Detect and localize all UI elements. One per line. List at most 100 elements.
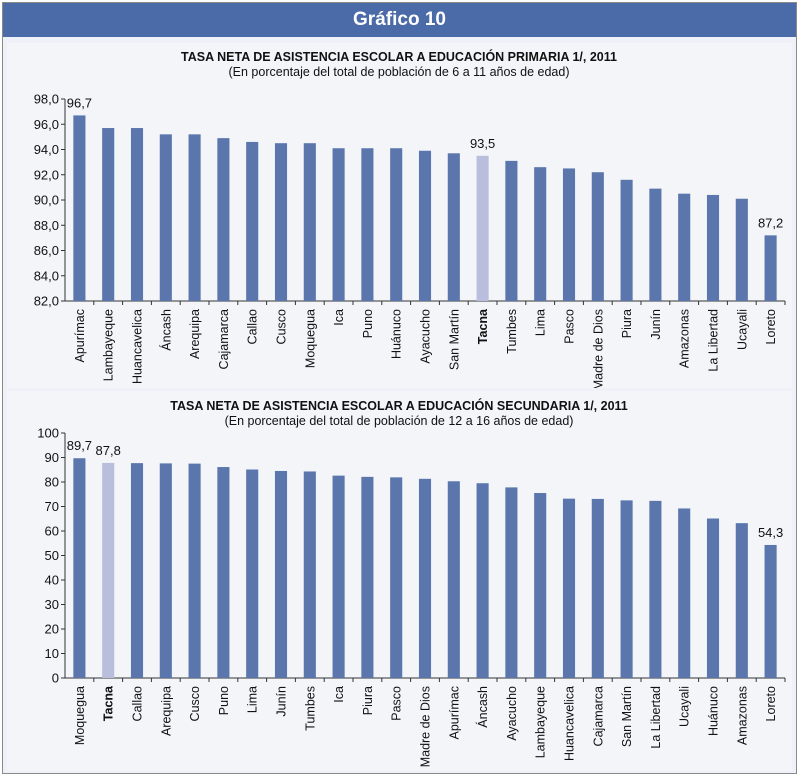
category-label: Puno xyxy=(217,686,231,715)
bar xyxy=(217,467,230,678)
bar xyxy=(390,477,403,678)
bar xyxy=(418,478,432,678)
bar xyxy=(188,134,201,301)
y-tick-label: 86,0 xyxy=(34,243,59,258)
bar xyxy=(159,134,172,301)
category-label: Cusco xyxy=(275,309,289,344)
bar xyxy=(706,518,720,678)
bar xyxy=(73,458,86,678)
category-label: Apurímac xyxy=(73,309,87,363)
data-label: 96,7 xyxy=(67,95,92,110)
y-tick-label: 50 xyxy=(45,548,59,563)
bar xyxy=(476,483,489,678)
category-label: Loreto xyxy=(764,686,778,721)
bar xyxy=(274,143,288,301)
category-label: Moquegua xyxy=(73,686,87,745)
y-tick-label: 82,0 xyxy=(34,294,59,309)
bar xyxy=(159,463,172,678)
category-label: Lambayeque xyxy=(102,309,116,381)
category-label: Junín xyxy=(649,309,663,340)
y-tick-label: 40 xyxy=(45,573,59,588)
category-label: Loreto xyxy=(764,309,778,344)
bar xyxy=(649,500,662,678)
bar xyxy=(764,235,777,301)
y-tick-label: 96,0 xyxy=(34,117,59,132)
category-label: Áncash xyxy=(475,686,490,728)
category-label: Lambayeque xyxy=(534,686,548,758)
bar xyxy=(217,138,230,301)
chart-title: TASA NETA DE ASISTENCIA ESCOLAR A EDUCAC… xyxy=(170,398,628,413)
bar xyxy=(562,498,576,678)
category-label: San Martín xyxy=(447,309,461,370)
bar xyxy=(447,153,460,301)
category-label: Amazonas xyxy=(735,686,749,745)
category-label: Pasco xyxy=(563,309,577,344)
category-label: Apurímac xyxy=(447,686,461,740)
chart-title: TASA NETA DE ASISTENCIA ESCOLAR A EDUCAC… xyxy=(181,49,617,64)
category-label: Cusco xyxy=(188,686,202,721)
category-label: Lima xyxy=(246,686,260,713)
bar xyxy=(476,155,489,301)
y-tick-label: 100 xyxy=(37,426,59,441)
bar xyxy=(361,148,374,301)
secondary-chart-panel: TASA NETA DE ASISTENCIA ESCOLAR A EDUCAC… xyxy=(7,391,792,771)
category-label: Huánuco xyxy=(707,686,721,736)
bar xyxy=(130,463,144,678)
bar xyxy=(332,475,345,678)
category-label: Ica xyxy=(332,686,346,703)
category-label: Moquegua xyxy=(303,309,317,368)
bar xyxy=(678,508,691,678)
y-tick-label: 84,0 xyxy=(34,268,59,283)
category-label: Piura xyxy=(361,686,375,715)
bar xyxy=(591,498,604,678)
bar xyxy=(534,167,547,301)
y-tick-label: 60 xyxy=(45,524,59,539)
y-tick-label: 90 xyxy=(45,450,59,465)
y-tick-label: 70 xyxy=(45,499,59,514)
bar xyxy=(246,469,259,678)
category-label: La Libertad xyxy=(707,309,721,372)
y-tick-label: 80 xyxy=(45,475,59,490)
figure-header: Gráfico 10 xyxy=(3,3,796,37)
y-tick-label: 20 xyxy=(45,622,59,637)
category-label: Tumbes xyxy=(505,309,519,354)
category-label: Ucayali xyxy=(735,309,749,350)
bar xyxy=(447,481,460,678)
data-label: 93,5 xyxy=(470,136,495,151)
bar xyxy=(620,179,633,301)
category-label: Madre de Dios xyxy=(591,309,605,388)
category-label: La Libertad xyxy=(649,686,663,749)
category-label: Junín xyxy=(275,686,289,717)
y-tick-label: 90,0 xyxy=(34,193,59,208)
chart-subtitle: (En porcentaje del total de población de… xyxy=(229,65,570,79)
bar xyxy=(735,198,748,301)
bar xyxy=(764,544,777,678)
category-label: Piura xyxy=(620,309,634,338)
category-label: Arequipa xyxy=(188,309,202,359)
category-label: Lima xyxy=(534,309,548,336)
category-label: Ayacucho xyxy=(419,309,433,364)
bar xyxy=(188,463,201,678)
bar xyxy=(73,115,86,301)
bar xyxy=(303,471,316,678)
category-label: Ica xyxy=(332,309,346,326)
bar xyxy=(620,500,633,678)
bar xyxy=(418,150,432,301)
bar xyxy=(274,470,288,678)
category-label: Madre de Dios xyxy=(419,686,433,767)
category-label: Arequipa xyxy=(159,686,173,736)
y-tick-label: 0 xyxy=(52,671,59,686)
category-label: Cajamarca xyxy=(217,309,231,369)
y-tick-label: 30 xyxy=(45,597,59,612)
bar xyxy=(130,128,144,301)
bar xyxy=(102,128,115,301)
bar xyxy=(332,148,345,301)
category-label: Tacna xyxy=(476,308,490,344)
secondary-attendance-chart: TASA NETA DE ASISTENCIA ESCOLAR A EDUCAC… xyxy=(37,398,786,767)
y-tick-label: 94,0 xyxy=(34,142,59,157)
bar xyxy=(505,487,518,678)
figure-title: Gráfico 10 xyxy=(353,9,446,30)
bar xyxy=(361,476,374,678)
category-label: Huancavelica xyxy=(131,309,145,384)
